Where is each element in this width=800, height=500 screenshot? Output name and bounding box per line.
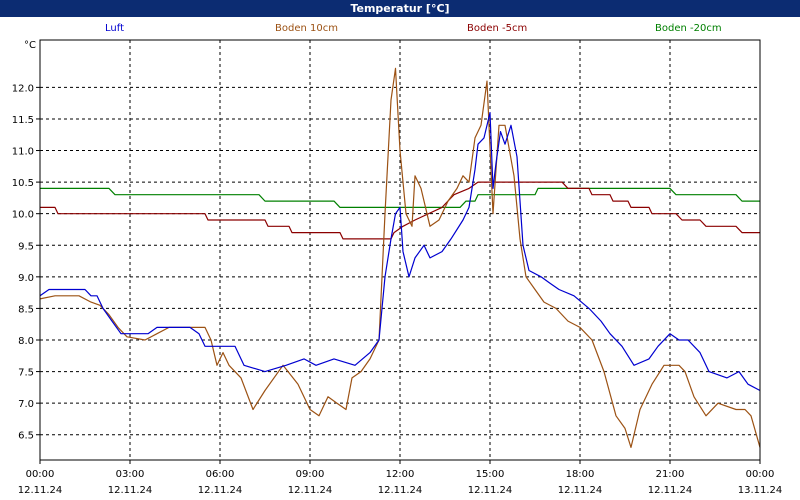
y-tick-label: 8.0 bbox=[18, 336, 34, 347]
legend-luft: Luft bbox=[105, 23, 124, 34]
y-tick-label: 7.5 bbox=[18, 368, 34, 379]
y-tick-label: 11.0 bbox=[12, 147, 34, 158]
x-tick-time: 00:00 bbox=[746, 469, 775, 480]
x-tick-date: 12.11.24 bbox=[18, 485, 63, 496]
y-tick-label: 9.5 bbox=[18, 241, 34, 252]
series-layer bbox=[39, 67, 761, 448]
x-tick-time: 18:00 bbox=[566, 469, 595, 480]
x-tick-date: 12.11.24 bbox=[108, 485, 153, 496]
legend-boden-minus20cm: Boden -20cm bbox=[655, 23, 722, 34]
x-tick-time: 15:00 bbox=[476, 469, 505, 480]
y-tick-label: 6.5 bbox=[18, 431, 34, 442]
x-tick-time: 03:00 bbox=[116, 469, 145, 480]
x-axis: 00:00 12.11.24 03:00 12.11.24 06:00 12.11.24 0… bbox=[18, 460, 783, 496]
y-tick-label: 9.0 bbox=[18, 273, 34, 284]
x-tick-time: 00:00 bbox=[26, 469, 55, 480]
x-tick-date: 12.11.24 bbox=[558, 485, 603, 496]
legend-boden-10cm: Boden 10cm bbox=[275, 23, 338, 34]
series-line-boden-10cm bbox=[39, 67, 761, 448]
y-tick-label: 7.0 bbox=[18, 399, 34, 410]
x-tick-date: 12.11.24 bbox=[648, 485, 693, 496]
x-tick-date: 12.11.24 bbox=[288, 485, 333, 496]
chart-title: Temperatur [°C] bbox=[0, 0, 800, 17]
y-unit-label: °C bbox=[24, 40, 36, 51]
series-line-luft bbox=[39, 111, 761, 392]
y-tick-label: 10.0 bbox=[12, 210, 34, 221]
legend-boden-minus5cm: Boden -5cm bbox=[467, 23, 528, 34]
x-tick-time: 12:00 bbox=[386, 469, 415, 480]
x-tick-time: 06:00 bbox=[206, 469, 235, 480]
y-tick-label: 11.5 bbox=[12, 115, 34, 126]
grid bbox=[40, 40, 760, 460]
y-tick-label: 8.5 bbox=[18, 304, 34, 315]
legend: Luft Boden 10cm Boden -5cm Boden -20cm bbox=[0, 23, 800, 39]
x-tick-date: 12.11.24 bbox=[468, 485, 513, 496]
x-tick-date: 12.11.24 bbox=[198, 485, 243, 496]
y-tick-label: 10.5 bbox=[12, 178, 34, 189]
y-axis: 6.5 7.0 7.5 8.0 8.5 9.0 9.5 10.0 10.5 11.0 11.5 12.… bbox=[12, 83, 40, 442]
x-tick-time: 21:00 bbox=[656, 469, 685, 480]
x-tick-date: 13.11.24 bbox=[738, 485, 783, 496]
x-tick-time: 09:00 bbox=[296, 469, 325, 480]
y-tick-label: 12.0 bbox=[12, 83, 34, 94]
x-tick-date: 12.11.24 bbox=[378, 485, 423, 496]
